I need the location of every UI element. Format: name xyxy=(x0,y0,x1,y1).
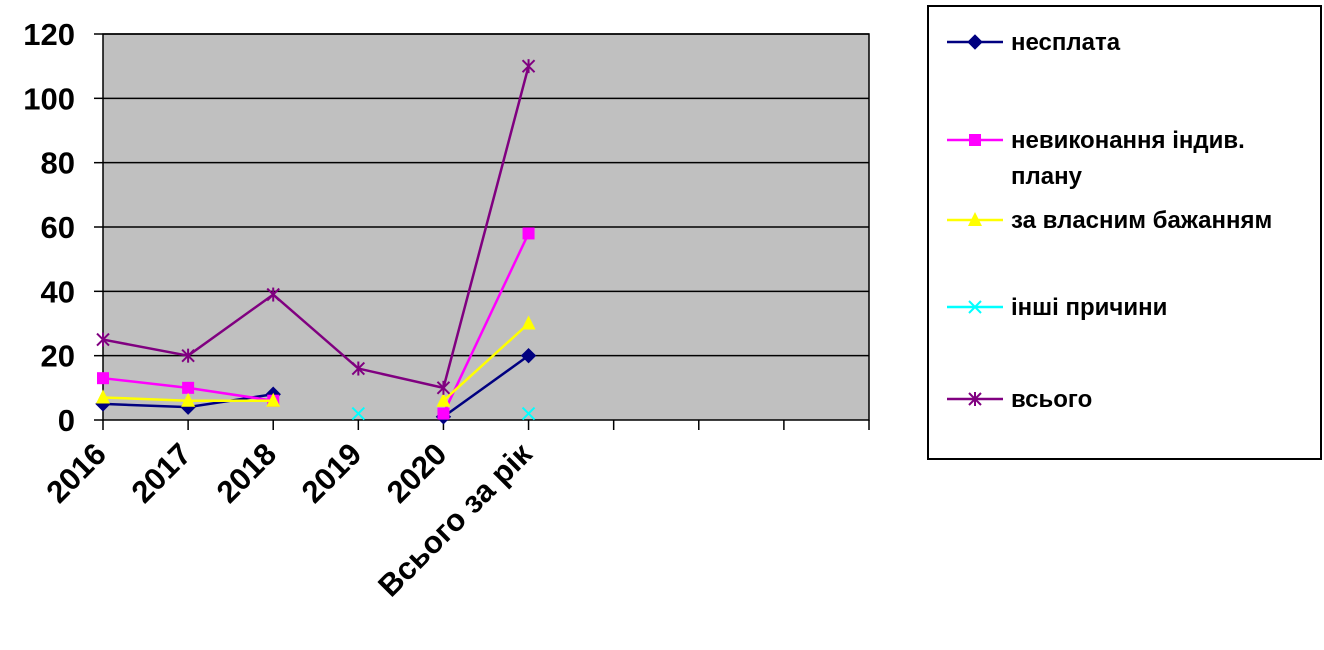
legend-label: невиконання індив. плану xyxy=(1011,127,1245,190)
marker-stroke xyxy=(521,406,536,421)
data-point xyxy=(266,287,280,302)
data-point xyxy=(437,407,450,420)
legend-marker xyxy=(967,34,983,50)
data-point xyxy=(521,315,536,330)
data-point xyxy=(436,392,451,407)
y-tick-label: 40 xyxy=(41,274,75,309)
x-tick-label: 2018 xyxy=(210,436,284,510)
x-tick-label: 2017 xyxy=(125,436,199,510)
series-3 xyxy=(351,406,536,421)
series-line xyxy=(442,232,530,415)
data-point xyxy=(521,406,536,421)
legend-entry-0: несплата xyxy=(947,29,1121,56)
legend-label: всього xyxy=(1011,386,1092,413)
legend-entry-4: всього xyxy=(947,386,1092,413)
x-tick-label: 2016 xyxy=(39,436,113,510)
legend-entry-1: невиконання індив. плану xyxy=(947,127,1245,190)
data-point xyxy=(181,392,196,407)
data-point xyxy=(522,227,535,240)
gridlines xyxy=(103,33,869,357)
y-tick-label: 0 xyxy=(58,403,75,438)
data-point xyxy=(351,406,366,421)
series-4 xyxy=(96,59,536,395)
y-tick-label: 100 xyxy=(23,81,75,116)
y-tick-label: 80 xyxy=(41,146,75,181)
x-tick-label: Всього за рік xyxy=(371,436,539,604)
data-point xyxy=(520,347,537,364)
marker-stroke xyxy=(968,300,982,314)
series-group xyxy=(95,59,537,425)
data-point xyxy=(266,392,281,407)
legend-label-line: плану xyxy=(1011,163,1083,190)
legend-label: інші причини xyxy=(1011,294,1167,321)
data-point xyxy=(96,332,110,347)
data-point xyxy=(96,389,110,404)
legend-marker xyxy=(968,392,982,406)
x-tick-label: 2019 xyxy=(295,436,369,510)
legend-entry-2: за власним бажанням xyxy=(947,207,1272,234)
series-2 xyxy=(96,315,536,407)
legend: несплата невиконання індив. плану за власни… xyxy=(927,5,1322,460)
data-point xyxy=(97,372,109,385)
data-point xyxy=(182,381,195,394)
legend-entry-3: інші причини xyxy=(947,294,1167,321)
y-tick-labels: 0 20 40 60 80 100 120 xyxy=(23,17,75,438)
y-tick-label: 120 xyxy=(23,17,75,52)
series-line xyxy=(102,65,530,390)
data-point xyxy=(351,361,366,376)
legend-marker xyxy=(968,212,982,226)
legend-label: за власним бажанням xyxy=(1011,207,1272,234)
x-tick-label: 2020 xyxy=(380,436,454,510)
data-point xyxy=(436,380,451,395)
legend-marker xyxy=(969,134,981,146)
series-line xyxy=(442,322,530,402)
legend-label-line: невиконання індив. xyxy=(1011,127,1245,154)
axes xyxy=(94,33,870,430)
y-tick-label: 20 xyxy=(41,339,75,374)
marker-stroke xyxy=(351,406,366,421)
series-line xyxy=(442,354,530,418)
y-tick-label: 60 xyxy=(41,210,75,245)
legend-box xyxy=(927,5,1322,460)
legend-marker xyxy=(968,300,982,314)
data-point xyxy=(181,348,195,363)
data-point xyxy=(521,59,536,74)
legend-label: несплата xyxy=(1011,29,1121,56)
